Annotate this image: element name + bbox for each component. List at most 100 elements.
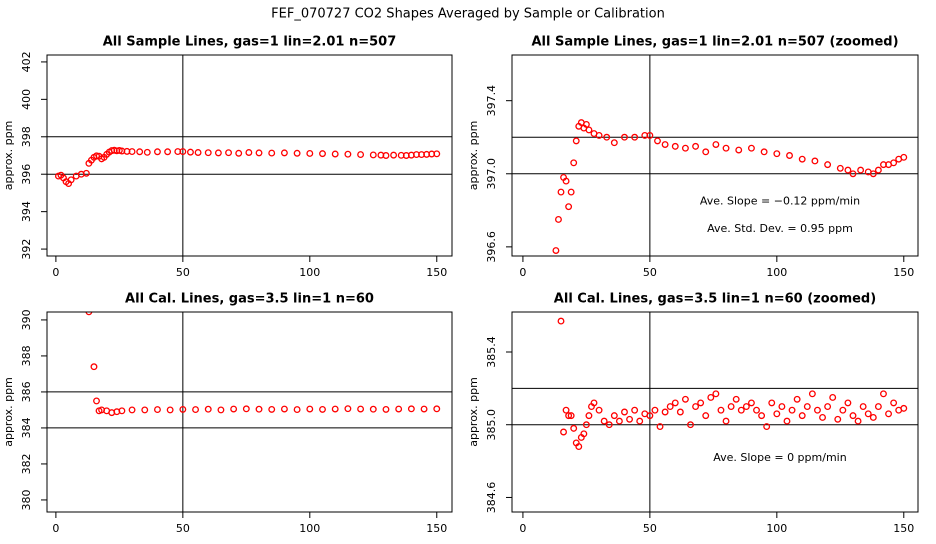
point [552,247,560,254]
point [676,408,684,416]
point [890,159,898,167]
point [567,188,575,196]
point [849,412,857,420]
point [707,394,715,401]
point [118,407,126,415]
point [164,148,172,156]
point [811,157,819,165]
point [255,405,263,413]
point [737,406,745,414]
point [760,148,768,156]
y-tick-label: 385.0 [485,409,498,441]
point [786,152,793,159]
panel: All Sample Lines, gas=1 lin=2.01 n=507 ap… [2,35,453,279]
point [631,133,639,141]
point [636,417,644,425]
point [864,410,872,418]
point [869,170,877,178]
point [798,155,806,163]
panel: All Cal. Lines, gas=3.5 lin=1 n=60 approx… [2,292,453,535]
point [570,159,578,167]
x-tick-label: 150 [426,522,447,535]
point [595,406,603,414]
point [204,149,212,157]
points [557,317,908,450]
point [900,404,908,412]
annotation: Ave. Slope = −0.12 ppm/min [700,195,860,208]
point [717,406,725,414]
point [187,148,194,156]
point [727,403,735,410]
annotation: Ave. Slope = 0 ppm/min [713,451,847,464]
point [880,390,887,398]
point [819,414,826,421]
point [885,410,892,418]
point [557,188,565,196]
point [242,405,250,413]
point [357,151,365,159]
y-axis-label: approx. ppm [467,121,480,191]
point [747,144,755,152]
point [85,312,93,316]
y-axis-label: approx. ppm [2,377,15,447]
point [90,363,98,371]
points [85,312,441,417]
point [844,399,852,407]
point [93,152,100,160]
point [433,150,441,158]
point [204,405,212,413]
point [646,412,654,420]
point [869,414,877,421]
y-tick-label: 396.6 [485,231,498,263]
y-axis-label: approx. ppm [467,377,480,447]
point [562,406,570,414]
point [829,394,837,401]
plot-frame [46,311,453,513]
point [136,148,144,156]
y-tick-label: 382 [20,453,33,474]
point [808,390,816,398]
point [735,146,743,154]
point [306,405,314,413]
point [834,415,842,423]
y-tick-label: 386 [20,381,33,402]
point [702,148,710,156]
point [626,415,634,423]
point [788,406,796,414]
point [615,417,623,425]
point [407,405,415,413]
point [824,161,832,169]
point [646,131,654,139]
point [154,148,161,156]
x-tick-label: 150 [426,266,447,279]
point [420,405,428,413]
plot-frame [511,311,919,513]
point [192,406,199,414]
point [621,408,628,416]
point [671,399,679,407]
point [143,148,151,156]
point [331,150,339,158]
point [293,406,301,414]
point [681,144,689,152]
point [605,421,613,429]
x-tick-label: 0 [52,266,59,279]
point [814,406,821,414]
point [849,170,857,178]
point [773,150,781,158]
point [621,133,628,141]
point [128,406,136,414]
point [382,152,390,159]
point [859,403,867,410]
point [687,421,694,429]
point [773,410,781,418]
main-title: FEF_070727 CO2 Shapes Averaged by Sample… [271,7,665,22]
point [702,412,710,420]
point [344,405,352,413]
y-tick-label: 394 [20,201,33,222]
point [154,406,161,414]
point [874,403,882,410]
point [560,428,567,436]
point [141,406,149,414]
